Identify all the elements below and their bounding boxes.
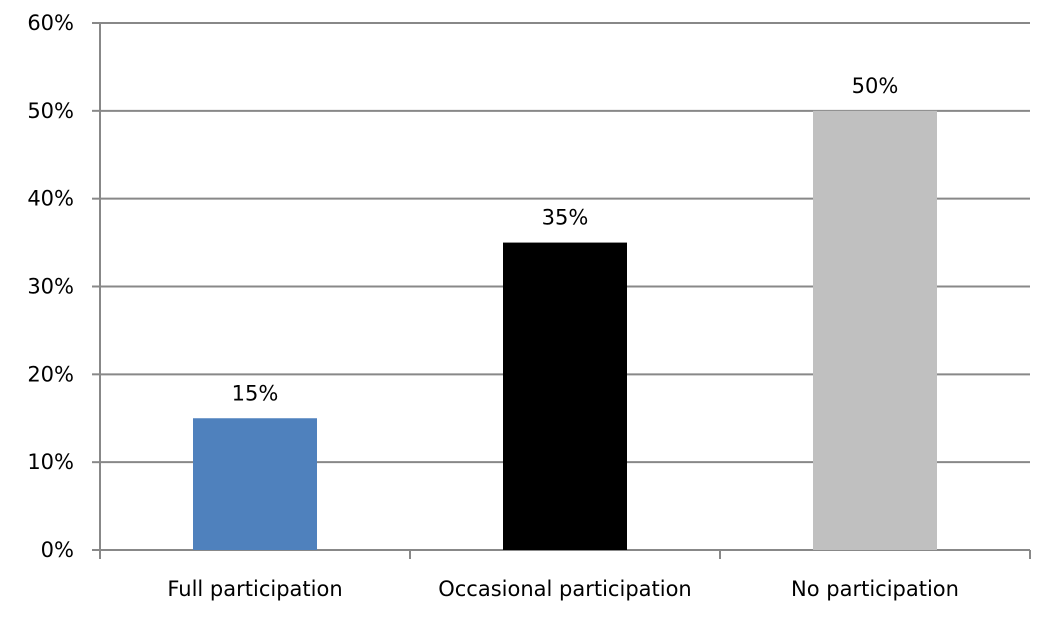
data-label: 15% (232, 381, 279, 405)
data-label: 50% (852, 74, 899, 98)
category-label: Occasional participation (438, 577, 692, 601)
data-label: 35% (542, 206, 589, 230)
y-tick-label: 60% (27, 11, 74, 35)
y-tick-label: 0% (41, 538, 74, 562)
bars (193, 110, 937, 551)
bar-1 (193, 418, 317, 550)
y-tick-label: 10% (27, 450, 74, 474)
y-tick-label: 30% (27, 275, 74, 299)
data-labels: 15% 35% 50% (232, 74, 899, 405)
y-tick-label: 50% (27, 99, 74, 123)
x-axis-category-labels: Full participation Occasional participati… (167, 577, 959, 601)
y-tick-label: 40% (27, 187, 74, 211)
bar-3 (813, 110, 937, 550)
category-label: Full participation (167, 577, 342, 601)
bar-2 (503, 242, 627, 551)
y-axis-tick-labels: 0% 10% 20% 30% 40% 50% 60% (27, 11, 74, 562)
category-label: No participation (791, 577, 959, 601)
y-tick-label: 20% (27, 362, 74, 386)
